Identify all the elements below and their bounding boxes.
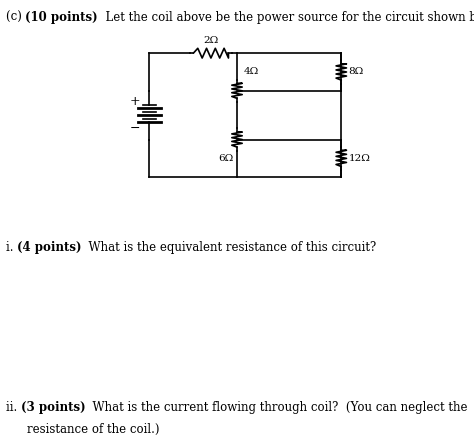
Text: What is the equivalent resistance of this circuit?: What is the equivalent resistance of thi…	[82, 241, 377, 254]
Text: (4 points): (4 points)	[17, 241, 82, 254]
Text: Let the coil above be the power source for the circuit shown below.: Let the coil above be the power source f…	[98, 11, 474, 24]
Text: 2Ω: 2Ω	[203, 36, 219, 45]
Text: 4Ω: 4Ω	[244, 67, 259, 77]
Text: 8Ω: 8Ω	[348, 67, 364, 77]
Text: 6Ω: 6Ω	[218, 154, 233, 163]
Text: +: +	[130, 95, 140, 108]
Text: What is the current flowing through coil?  (You can neglect the: What is the current flowing through coil…	[85, 401, 468, 414]
Text: resistance of the coil.): resistance of the coil.)	[27, 423, 160, 436]
Text: −: −	[130, 122, 140, 135]
Text: (3 points): (3 points)	[21, 401, 85, 414]
Text: i.: i.	[6, 241, 17, 254]
Text: (c): (c)	[6, 11, 25, 24]
Text: (10 points): (10 points)	[25, 11, 98, 24]
Text: 12Ω: 12Ω	[348, 154, 370, 163]
Text: ii.: ii.	[6, 401, 21, 414]
